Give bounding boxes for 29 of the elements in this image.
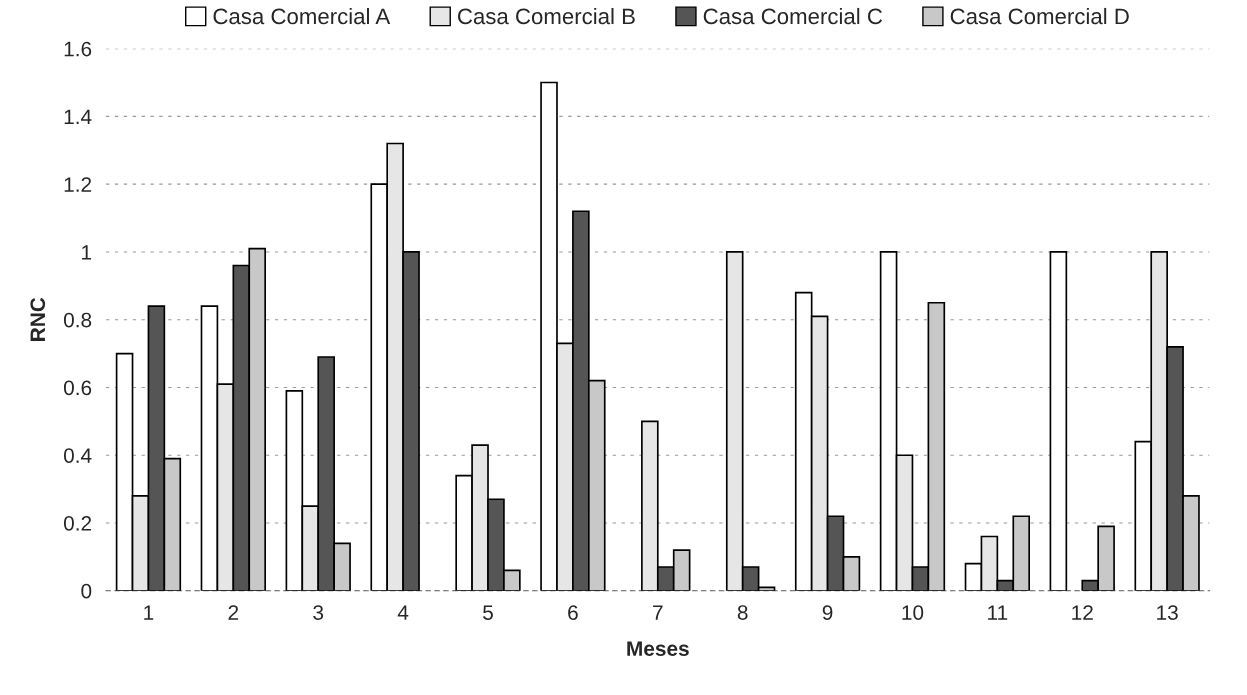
- y-tick-label: 1.4: [64, 109, 92, 124]
- legend-label: Casa Comercial B: [458, 7, 635, 25]
- y-tick-label: 0: [81, 583, 92, 599]
- bar: [1049, 251, 1068, 591]
- y-tick-label: 1.2: [64, 177, 92, 192]
- y-tick-label: 0.4: [63, 448, 92, 463]
- x-tick-label: 6: [568, 605, 578, 620]
- y-tick-label: 0.8: [63, 312, 92, 328]
- x-tick-label: 8: [737, 605, 748, 620]
- x-tick-label: 4: [397, 605, 409, 620]
- y-tick-label: 0.6: [63, 380, 92, 396]
- x-tick-label: 2: [228, 605, 239, 620]
- y-tick-label: 0.2: [63, 515, 92, 531]
- legend-label: Casa Comercial A: [213, 7, 391, 25]
- x-tick-label: 9: [822, 605, 833, 620]
- x-tick-label: 3: [313, 605, 324, 620]
- x-tick-label: 12: [1072, 605, 1093, 620]
- x-tick-label: 11: [988, 605, 1008, 620]
- y-tick-label: 1: [82, 245, 92, 260]
- x-axis-title: Meses: [627, 641, 689, 657]
- x-tick-label: 7: [653, 605, 663, 620]
- y-axis-title: RNC: [30, 297, 46, 341]
- x-tick-label: 5: [483, 605, 493, 620]
- y-tick-label: 1.6: [64, 41, 92, 57]
- x-tick-label: 10: [902, 605, 924, 620]
- legend-label: Casa Comercial D: [950, 7, 1129, 25]
- legend-label: Casa Comercial C: [703, 7, 883, 25]
- x-tick-label: 13: [1157, 605, 1178, 620]
- x-tick-label: 1: [144, 605, 154, 620]
